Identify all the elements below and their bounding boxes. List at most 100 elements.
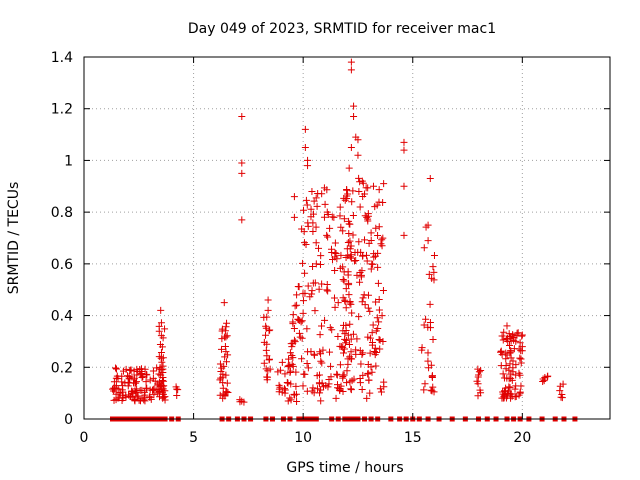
data-point: [354, 151, 362, 159]
data-point: [222, 323, 230, 331]
data-point: [347, 58, 355, 66]
data-point: [324, 233, 332, 241]
data-point: [539, 375, 547, 383]
data-point: [355, 174, 363, 182]
data-point: [336, 212, 344, 220]
data-point: [330, 213, 338, 221]
data-point: [355, 188, 363, 196]
data-point: [262, 331, 270, 339]
data-point: [350, 257, 358, 265]
x-tick-label: 5: [189, 430, 198, 446]
data-point: [290, 325, 298, 332]
data-point: [336, 361, 344, 369]
data-point: [315, 285, 323, 293]
data-point: [364, 361, 372, 369]
data-point: [424, 323, 432, 331]
y-tick-label: 0.6: [51, 257, 73, 273]
data-point: [221, 333, 229, 341]
data-point: [426, 300, 434, 308]
data-point: [339, 387, 347, 395]
data-point: [216, 376, 224, 384]
data-point: [342, 326, 350, 334]
data-point: [221, 391, 229, 399]
data-point: [334, 384, 342, 392]
data-point: [293, 291, 301, 299]
data-point: [515, 369, 523, 377]
data-point: [339, 349, 347, 357]
data-point: [374, 231, 382, 239]
data-point: [119, 382, 127, 390]
data-point: [364, 333, 372, 341]
data-point: [291, 302, 299, 310]
data-point: [344, 331, 352, 339]
data-point: [364, 184, 372, 192]
data-point: [378, 236, 386, 244]
data-point: [312, 260, 320, 268]
data-point: [156, 378, 164, 386]
data-point: [347, 355, 355, 363]
data-point: [345, 291, 353, 299]
data-point: [113, 365, 121, 373]
data-point: [356, 347, 364, 355]
data-point: [155, 353, 163, 361]
data-point: [318, 280, 326, 288]
data-point: [334, 299, 342, 307]
data-point: [376, 345, 384, 353]
data-point: [422, 315, 430, 323]
data-point: [260, 359, 268, 367]
data-point: [337, 223, 345, 231]
x-tick-label: 10: [294, 430, 312, 446]
data-point: [340, 321, 348, 329]
data-point: [347, 251, 355, 259]
data-point: [131, 379, 139, 387]
data-point: [477, 367, 485, 375]
data-point: [110, 378, 118, 386]
data-point: [345, 229, 353, 237]
data-point: [340, 268, 348, 276]
data-point: [155, 327, 163, 335]
data-point: [429, 335, 437, 343]
data-point: [320, 184, 328, 192]
data-point: [134, 368, 142, 376]
data-point: [113, 372, 121, 380]
data-point: [309, 263, 317, 271]
data-point: [337, 382, 345, 390]
data-point: [317, 350, 325, 358]
data-point: [219, 384, 227, 392]
data-point: [341, 330, 349, 338]
data-point: [160, 377, 168, 385]
data-point: [340, 277, 348, 285]
data-point: [146, 386, 154, 394]
data-point: [159, 382, 167, 390]
data-point: [309, 279, 317, 287]
data-point: [344, 238, 352, 246]
data-point: [238, 169, 246, 177]
data-point: [344, 271, 352, 279]
data-point: [375, 306, 383, 314]
data-point: [428, 274, 436, 282]
data-point: [476, 386, 484, 394]
data-point: [516, 354, 524, 362]
data-point: [347, 385, 355, 393]
data-point: [339, 227, 347, 235]
data-point: [516, 339, 524, 347]
data-point: [357, 273, 365, 281]
data-point: [290, 213, 298, 221]
data-point: [339, 276, 347, 284]
data-point: [218, 325, 226, 333]
data-point: [327, 245, 335, 253]
data-point: [304, 222, 312, 230]
data-points: [109, 58, 567, 406]
data-point: [372, 362, 380, 370]
data-point: [360, 291, 368, 299]
data-point: [364, 304, 372, 312]
data-point: [301, 125, 309, 133]
data-point: [511, 385, 519, 393]
data-point: [157, 319, 165, 327]
y-tick-label: 0.4: [51, 309, 73, 325]
data-point: [265, 356, 273, 364]
data-point: [343, 195, 351, 203]
data-point: [517, 347, 525, 355]
data-point: [505, 330, 513, 338]
data-point: [420, 321, 428, 329]
